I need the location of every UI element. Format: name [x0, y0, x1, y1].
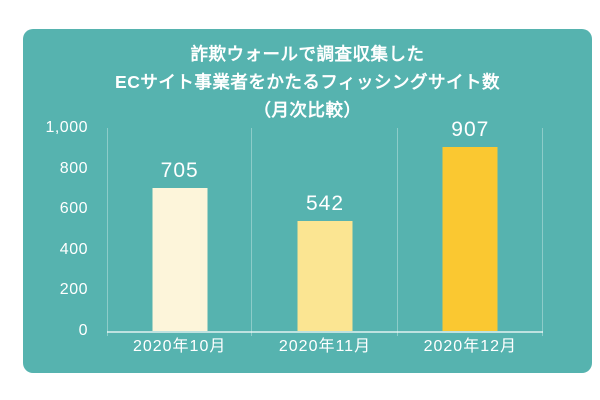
chart-title-line3: （月次比較） [253, 100, 362, 120]
x-tick-label: 2020年11月 [278, 338, 372, 355]
plot-area: 705 2020年10月 542 2020年11月 907 2020年12月 [107, 118, 543, 355]
bar-value-label: 542 [305, 191, 345, 215]
chart-column: 907 2020年12月 [398, 118, 543, 355]
y-axis-labels: 0 200 400 600 800 1,000 [23, 119, 88, 339]
y-tick-label: 0 [78, 322, 88, 339]
chart-bar [442, 146, 498, 331]
chart-bar [297, 220, 353, 331]
y-axis-line [107, 128, 108, 336]
y-tick-label: 800 [59, 159, 88, 177]
chart-card: 詐欺ウォールで調査収集した ECサイト事業者をかたるフィッシングサイト数 （月次… [23, 29, 592, 373]
grid-line [396, 128, 398, 336]
chart-column: 542 2020年11月 [252, 128, 398, 355]
chart-column: 705 2020年10月 [107, 128, 253, 355]
y-tick-label: 1,000 [45, 119, 88, 136]
x-tick-label: 2020年12月 [423, 338, 518, 355]
x-tick-label: 2020年10月 [132, 338, 227, 355]
bar-value-label: 907 [451, 117, 490, 141]
bar-value-label: 705 [160, 158, 199, 182]
chart-bar [152, 187, 208, 331]
chart-title-line1: 詐欺ウォールで調査収集した [190, 44, 425, 64]
chart-title: 詐欺ウォールで調査収集した ECサイト事業者をかたるフィッシングサイト数 （月次… [23, 40, 592, 124]
chart-title-line2: ECサイト事業者をかたるフィッシングサイト数 [115, 72, 500, 92]
y-tick-label: 400 [59, 240, 88, 258]
y-tick-label: 600 [59, 200, 88, 218]
grid-line [251, 128, 253, 336]
x-axis-line [107, 331, 543, 333]
y-tick-label: 200 [59, 281, 88, 299]
grid-line [541, 128, 543, 336]
